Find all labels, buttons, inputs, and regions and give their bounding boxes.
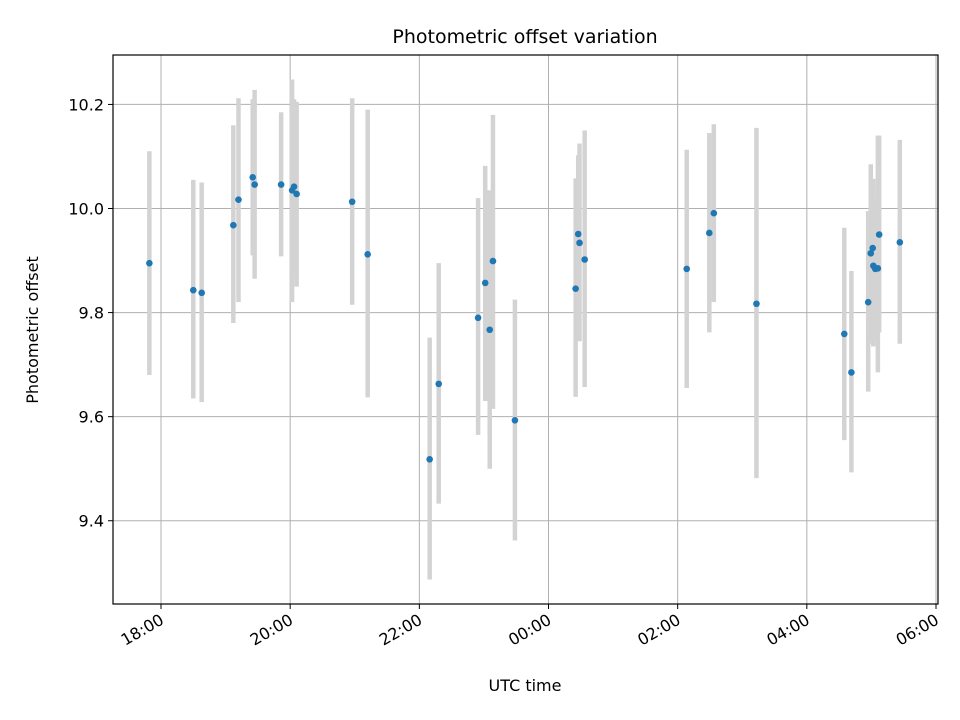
- data-point: [230, 221, 237, 229]
- data-point: [489, 257, 497, 265]
- data-point: [874, 265, 882, 272]
- y-tick-label: 9.8: [79, 304, 104, 323]
- y-tick-label: 9.6: [79, 408, 104, 427]
- data-point: [869, 244, 877, 252]
- data-points: [146, 173, 904, 463]
- data-point: [840, 330, 848, 338]
- data-point: [864, 298, 872, 306]
- data-point: [576, 239, 583, 247]
- data-point: [896, 239, 904, 246]
- data-point: [364, 251, 371, 258]
- y-tick-label: 10.0: [68, 200, 104, 219]
- y-tick-label: 9.4: [79, 512, 104, 531]
- data-point: [348, 198, 356, 206]
- data-point: [867, 249, 875, 257]
- y-tick-label: 10.2: [68, 95, 104, 114]
- data-point: [249, 173, 257, 181]
- data-point: [481, 279, 489, 287]
- data-point: [146, 259, 153, 267]
- y-axis-label: Photometric offset: [23, 256, 42, 404]
- data-point: [683, 265, 691, 273]
- data-point: [848, 369, 855, 376]
- data-point: [753, 300, 760, 308]
- plot-frame: [112, 54, 939, 605]
- data-point: [706, 229, 713, 237]
- data-point: [293, 190, 300, 198]
- data-point: [251, 181, 258, 188]
- data-point: [572, 285, 579, 292]
- y-axis-ticks: 9.4 9.6 9.8 10.0 10.2: [68, 95, 113, 531]
- data-point: [710, 209, 718, 217]
- data-point: [474, 314, 482, 322]
- data-point: [875, 231, 883, 238]
- data-point: [511, 417, 519, 424]
- data-point: [574, 230, 582, 238]
- grid: [113, 55, 938, 604]
- data-point: [189, 286, 197, 294]
- data-point: [198, 289, 205, 297]
- data-point: [426, 456, 433, 463]
- data-point: [435, 380, 443, 388]
- data-point: [581, 256, 588, 263]
- x-axis-label: UTC time: [489, 676, 562, 695]
- data-point: [235, 196, 242, 203]
- data-point: [277, 181, 285, 188]
- chart-title: Photometric offset variation: [392, 26, 657, 48]
- data-point: [290, 183, 298, 190]
- data-point: [486, 326, 494, 334]
